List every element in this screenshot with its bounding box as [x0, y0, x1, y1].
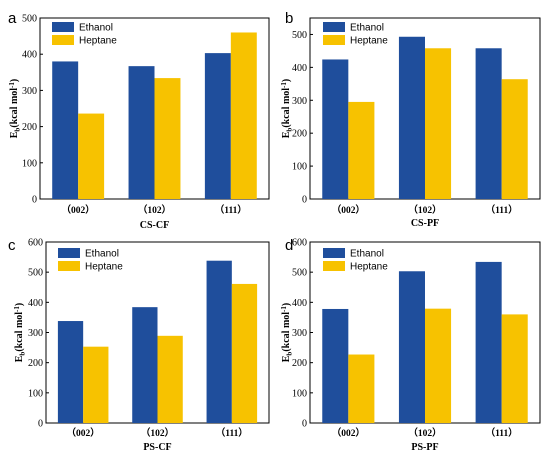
bar-ethanol-3	[204, 53, 231, 199]
y-tick-label: 300	[28, 328, 43, 339]
x-tick-label: （102）	[141, 427, 174, 439]
y-tick-label: 200	[292, 129, 307, 140]
y-tick-label: 300	[292, 328, 307, 339]
y-tick-label: 200	[22, 122, 37, 133]
y-tick-label: 600	[292, 238, 307, 249]
y-tick-label: 400	[292, 298, 307, 309]
bar-heptane-1	[348, 354, 375, 423]
y-tick-label: 100	[22, 158, 37, 169]
bar-heptane-3	[501, 79, 528, 199]
bar-heptane-2	[425, 308, 452, 423]
y-tick-label: 500	[22, 14, 37, 25]
x-axis-label: CS-CF	[140, 220, 169, 231]
y-tick-label: 100	[28, 388, 43, 399]
bar-heptane-1	[348, 101, 375, 199]
legend-label-heptane: Heptane	[350, 262, 388, 273]
legend-swatch-heptane	[52, 35, 74, 45]
y-tick-label: 400	[22, 50, 37, 61]
legend-swatch-ethanol	[323, 22, 345, 32]
bar-ethanol-1	[322, 308, 349, 423]
panel-letter: c	[8, 237, 16, 254]
y-tick-label: 300	[22, 86, 37, 97]
panel-d: d 0 100 200 300 400 500 600 （002） （102） （111） PS-PF…	[280, 237, 541, 453]
y-tick-label: 500	[292, 268, 307, 279]
y-tick-label: 400	[28, 298, 43, 309]
y-axis-label: Eb(kcal mol-1)	[280, 79, 294, 138]
y-tick-label: 600	[28, 238, 43, 249]
y-tick-label: 500	[28, 268, 43, 279]
panel-b: b 0 100 200 300 400 500 （002） （102） （111） CS-PF Eb(…	[280, 10, 541, 229]
legend-swatch-ethanol	[52, 22, 74, 32]
x-tick-label: （002）	[332, 427, 365, 439]
bar-heptane-3	[231, 283, 258, 423]
y-axis-label: Eb(kcal mol-1)	[13, 303, 27, 362]
x-tick-label: （002）	[62, 204, 95, 216]
legend-label-heptane: Heptane	[79, 36, 117, 47]
legend-label-heptane: Heptane	[350, 36, 388, 47]
x-axis-label: PS-CF	[143, 442, 171, 453]
bar-heptane-2	[425, 48, 452, 199]
bar-ethanol-2	[128, 66, 155, 200]
bar-ethanol-3	[206, 260, 232, 423]
bar-ethanol-1	[52, 61, 79, 199]
x-tick-label: （102）	[408, 427, 441, 439]
panel-letter: a	[8, 10, 17, 27]
legend-label-ethanol: Ethanol	[85, 249, 119, 260]
x-tick-label: （102）	[138, 204, 171, 216]
bar-heptane-2	[157, 335, 183, 423]
y-tick-label: 100	[292, 388, 307, 399]
x-tick-label: （111）	[486, 204, 518, 216]
bar-ethanol-2	[132, 307, 158, 423]
x-tick-label: （002）	[67, 427, 100, 439]
legend-swatch-ethanol	[323, 248, 345, 258]
bar-ethanol-1	[322, 59, 349, 199]
y-tick-label: 100	[292, 162, 307, 173]
bar-heptane-2	[154, 78, 181, 199]
y-tick-label: 500	[292, 30, 307, 41]
x-axis-label: PS-PF	[411, 442, 438, 453]
y-tick-label: 0	[32, 195, 37, 206]
panel-letter: b	[285, 10, 293, 27]
bar-ethanol-3	[475, 48, 502, 199]
x-tick-label: （002）	[332, 204, 365, 216]
x-axis-label: CS-PF	[411, 218, 439, 229]
x-tick-label: （111）	[216, 427, 248, 439]
legend-label-ethanol: Ethanol	[79, 23, 113, 34]
y-tick-label: 0	[302, 419, 307, 430]
legend-swatch-heptane	[323, 35, 345, 45]
y-tick-label: 0	[302, 195, 307, 206]
legend-swatch-ethanol	[58, 248, 80, 258]
panel-letter: d	[285, 237, 293, 254]
y-tick-label: 400	[292, 63, 307, 74]
bar-ethanol-2	[398, 271, 425, 423]
y-axis-label: Eb(kcal mol-1)	[280, 303, 294, 362]
panel-c: c 0 100 200 300 400 500 600 （002） （102） （111） PS-CF…	[8, 237, 270, 453]
legend-label-ethanol: Ethanol	[350, 249, 384, 260]
x-tick-label: （111）	[215, 204, 247, 216]
legend-swatch-heptane	[58, 261, 80, 271]
bar-ethanol-3	[475, 261, 502, 423]
panel-a: a 0 100 200 300 400 500 （002） （102） （111） CS-CF Eb(…	[8, 10, 270, 231]
bar-ethanol-1	[57, 321, 84, 423]
bar-heptane-3	[230, 32, 257, 200]
bar-heptane-1	[83, 346, 109, 423]
y-tick-label: 200	[28, 358, 43, 369]
x-tick-label: （102）	[408, 204, 441, 216]
x-tick-label: （111）	[486, 427, 518, 439]
y-axis-label: Eb(kcal mol-1)	[8, 79, 22, 138]
legend-swatch-heptane	[323, 261, 345, 271]
y-tick-label: 200	[292, 358, 307, 369]
bar-ethanol-2	[398, 36, 425, 200]
y-tick-label: 300	[292, 96, 307, 107]
bar-heptane-3	[501, 314, 528, 423]
legend-label-ethanol: Ethanol	[350, 23, 384, 34]
bar-heptane-1	[78, 113, 105, 199]
legend-label-heptane: Heptane	[85, 262, 123, 273]
y-tick-label: 0	[38, 419, 43, 430]
